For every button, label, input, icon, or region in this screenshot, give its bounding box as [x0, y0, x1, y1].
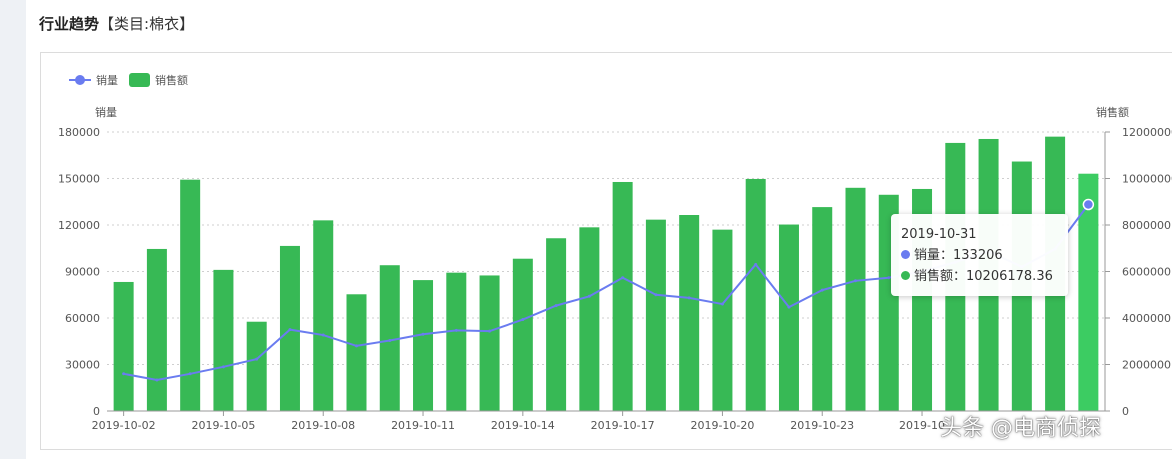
y-left-tick-label: 60000 — [65, 312, 100, 325]
legend-bar-swatch — [129, 73, 150, 87]
line-point — [388, 338, 392, 342]
section-title-main: 行业趋势 — [39, 15, 100, 33]
line-point — [720, 302, 724, 306]
bar — [346, 294, 367, 411]
y-left-tick-label: 150000 — [58, 173, 100, 186]
line-point — [587, 294, 591, 298]
bar — [579, 227, 600, 411]
line-point — [288, 328, 292, 332]
y-right-axis-title: 销售额 — [1096, 105, 1129, 119]
tooltip-volume-value: 133206 — [953, 248, 1003, 263]
bar — [612, 181, 633, 411]
line-point — [887, 276, 891, 280]
legend-item-volume[interactable]: 销量 — [96, 73, 118, 87]
bar — [313, 220, 334, 411]
bar — [479, 275, 500, 411]
y-left-tick-label: 180000 — [58, 126, 100, 139]
chart-tooltip: 2019-10-31 销量：133206 销售额：10206178.36 — [891, 214, 1068, 296]
bar — [146, 248, 167, 411]
y-right-tick-label: 10000000 — [1122, 173, 1172, 186]
bar — [446, 272, 467, 411]
bar — [812, 207, 833, 411]
bar — [745, 178, 766, 411]
line-point — [554, 304, 558, 308]
tooltip-amount-label: 销售额： — [914, 269, 967, 284]
x-tick-label: 2019-10-20 — [690, 419, 754, 432]
line-point — [155, 378, 159, 382]
bar — [213, 269, 234, 411]
tooltip-amount-dot — [901, 271, 910, 280]
line-point — [687, 296, 691, 300]
tooltip-row-amount: 销售额：10206178.36 — [901, 266, 1068, 287]
line-point — [621, 276, 625, 280]
bar — [778, 224, 799, 411]
line-point — [454, 328, 458, 332]
line-point — [654, 293, 658, 297]
line-point — [188, 372, 192, 376]
bar — [845, 187, 866, 411]
line-point — [521, 318, 525, 322]
bar — [246, 321, 267, 411]
x-tick-label: 2019-10-08 — [291, 419, 355, 432]
bar — [1078, 173, 1099, 411]
tooltip-row-volume: 销量：133206 — [901, 245, 1068, 266]
legend-item-amount[interactable]: 销售额 — [155, 73, 188, 87]
y-right-tick-label: 4000000 — [1122, 312, 1171, 325]
x-tick-label: 2019-10-17 — [591, 419, 655, 432]
line-point — [255, 357, 259, 361]
bar — [712, 229, 733, 411]
y-right-tick-label: 6000000 — [1122, 266, 1171, 279]
x-tick-label: 2019-10-14 — [491, 419, 555, 432]
line-point — [355, 344, 358, 348]
x-tick-label: 2019-10-23 — [790, 419, 854, 432]
x-tick-label: 2019-10 — [899, 419, 945, 432]
y-left-tick-label: 90000 — [65, 266, 100, 279]
legend: 销量 销售额 — [69, 73, 188, 87]
y-left-tick-label: 30000 — [65, 359, 100, 372]
y-left-axis-title: 销量 — [95, 105, 117, 119]
x-tick-label: 2019-10-02 — [92, 419, 156, 432]
legend-line-marker — [75, 75, 85, 85]
y-right-tick-label: 8000000 — [1122, 219, 1171, 232]
axes: 0 0 30000 2000000 60000 4000000 90000 6000000 12… — [58, 126, 1172, 432]
bar — [546, 238, 567, 411]
tooltip-amount-value: 10206178.36 — [966, 269, 1053, 284]
line-point — [221, 365, 225, 369]
tooltip-date: 2019-10-31 — [901, 227, 977, 242]
line-point — [820, 288, 824, 292]
tooltip-volume-dot — [901, 250, 910, 259]
tooltip-volume-label: 销量： — [914, 248, 954, 263]
line-point — [754, 263, 758, 267]
bar — [413, 280, 434, 411]
left-sidebar-strip — [0, 0, 26, 459]
bar — [512, 258, 533, 411]
bar — [180, 179, 201, 411]
line-point — [854, 279, 857, 283]
bar — [645, 219, 666, 411]
y-right-tick-label: 12000000 — [1122, 126, 1172, 139]
bar — [679, 215, 700, 411]
y-right-tick-label: 0 — [1122, 405, 1129, 418]
line-point — [421, 332, 425, 336]
y-left-tick-label: 120000 — [58, 219, 100, 232]
section-title-category: 【类目:棉衣】 — [99, 15, 195, 33]
chart-panel — [40, 52, 1172, 450]
y-right-tick-label: 2000000 — [1122, 359, 1171, 372]
bar — [379, 265, 400, 411]
x-tick-label: 2019-10-11 — [391, 419, 455, 432]
y-left-tick-label: 0 — [93, 405, 100, 418]
line-point — [122, 372, 126, 376]
line-point — [787, 305, 791, 309]
line-point — [321, 333, 325, 337]
section-title: 行业趋势【类目:棉衣】 — [39, 13, 194, 34]
line-point-highlight — [1082, 198, 1095, 211]
x-tick-label: 2019-10-05 — [191, 419, 255, 432]
line-point — [488, 329, 492, 333]
bar — [113, 281, 134, 411]
watermark: 头条 @电商侦探 — [940, 416, 1101, 441]
